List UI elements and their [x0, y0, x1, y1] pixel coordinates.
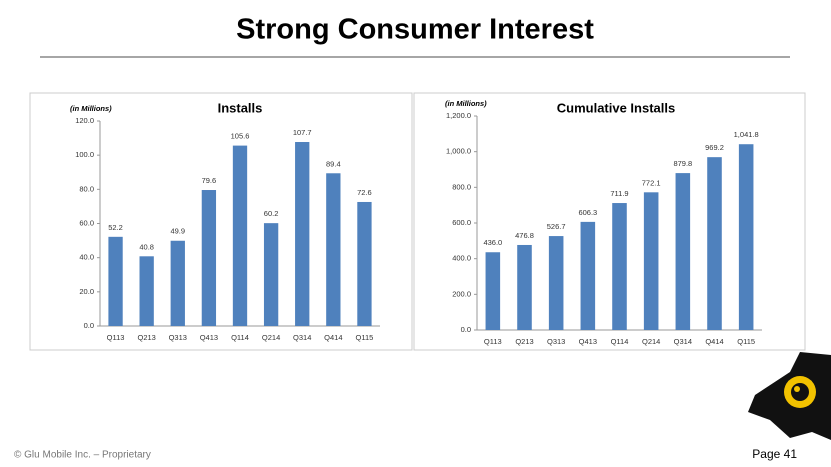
x-tick-label: Q214: [642, 337, 660, 346]
value-label: 60.2: [264, 209, 279, 218]
value-label: 49.9: [170, 227, 185, 236]
value-label: 711.9: [610, 189, 628, 198]
x-tick-label: Q314: [674, 337, 692, 346]
x-tick-label: Q113: [107, 333, 125, 342]
bar: [517, 244, 532, 330]
bar: [139, 256, 154, 326]
value-label: 72.6: [357, 188, 372, 197]
chart-panel: [29, 92, 413, 351]
x-tick-label: Q313: [169, 333, 187, 342]
y-tick-label: 40.0: [79, 253, 94, 262]
y-tick-label: 0.0: [84, 321, 94, 330]
unit-note: (in Millions): [445, 99, 487, 108]
y-tick-label: 0.0: [461, 325, 471, 334]
x-tick-label: Q213: [137, 333, 155, 342]
bar: [738, 144, 754, 330]
x-tick-label: Q114: [231, 333, 249, 342]
bar: [357, 201, 372, 326]
bar: [707, 157, 722, 330]
chart-title: Installs: [218, 100, 263, 115]
bar: [295, 142, 310, 326]
y-tick-label: 400.0: [452, 254, 471, 263]
unit-note: (in Millions): [70, 104, 112, 113]
bar: [580, 221, 596, 330]
slide-title: Strong Consumer Interest: [236, 14, 594, 46]
y-tick-label: 100.0: [75, 150, 94, 159]
x-tick-label: Q414: [705, 337, 723, 346]
y-tick-label: 200.0: [452, 289, 471, 298]
x-tick-label: Q414: [324, 333, 342, 342]
value-label: 40.8: [139, 242, 154, 251]
value-label: 89.4: [326, 159, 341, 168]
value-label: 52.2: [108, 223, 123, 232]
value-label: 772.1: [642, 178, 661, 187]
bar: [232, 145, 248, 326]
value-label: 476.8: [515, 231, 534, 240]
bar: [612, 203, 627, 330]
bar: [675, 173, 691, 330]
bar: [485, 252, 501, 330]
bar: [643, 192, 659, 330]
value-label: 105.6: [231, 132, 250, 141]
x-tick-label: Q313: [547, 337, 565, 346]
y-tick-label: 120.0: [75, 116, 94, 125]
x-tick-label: Q214: [262, 333, 280, 342]
x-tick-label: Q413: [200, 333, 218, 342]
x-tick-label: Q115: [356, 333, 374, 342]
y-tick-label: 80.0: [79, 184, 94, 193]
bar: [263, 223, 279, 326]
y-tick-label: 1,000.0: [446, 147, 471, 156]
x-tick-label: Q413: [579, 337, 597, 346]
value-label: 879.8: [673, 159, 692, 168]
x-tick-label: Q314: [293, 333, 311, 342]
chart-title: Cumulative Installs: [557, 100, 675, 115]
x-tick-label: Q113: [484, 337, 502, 346]
page-number: Page 41: [752, 447, 797, 461]
bar: [170, 240, 185, 326]
bar: [326, 173, 341, 326]
y-tick-label: 1,200.0: [446, 111, 471, 120]
y-tick-label: 60.0: [79, 218, 94, 227]
value-label: 436.0: [483, 238, 502, 247]
value-label: 1,041.8: [734, 130, 759, 139]
y-tick-label: 600.0: [452, 218, 471, 227]
footer-copyright: © Glu Mobile Inc. – Proprietary: [14, 450, 151, 461]
y-tick-label: 800.0: [452, 182, 471, 191]
x-tick-label: Q115: [737, 337, 755, 346]
bar: [108, 236, 123, 326]
value-label: 606.3: [578, 208, 597, 217]
logo: [748, 352, 831, 440]
x-tick-label: Q213: [515, 337, 533, 346]
value-label: 107.7: [293, 128, 312, 137]
value-label: 969.2: [705, 143, 724, 152]
y-tick-label: 20.0: [79, 287, 94, 296]
bar: [201, 190, 217, 326]
bar: [548, 236, 564, 330]
value-label: 79.6: [202, 176, 217, 185]
x-tick-label: Q114: [611, 337, 629, 346]
value-label: 526.7: [547, 222, 566, 231]
